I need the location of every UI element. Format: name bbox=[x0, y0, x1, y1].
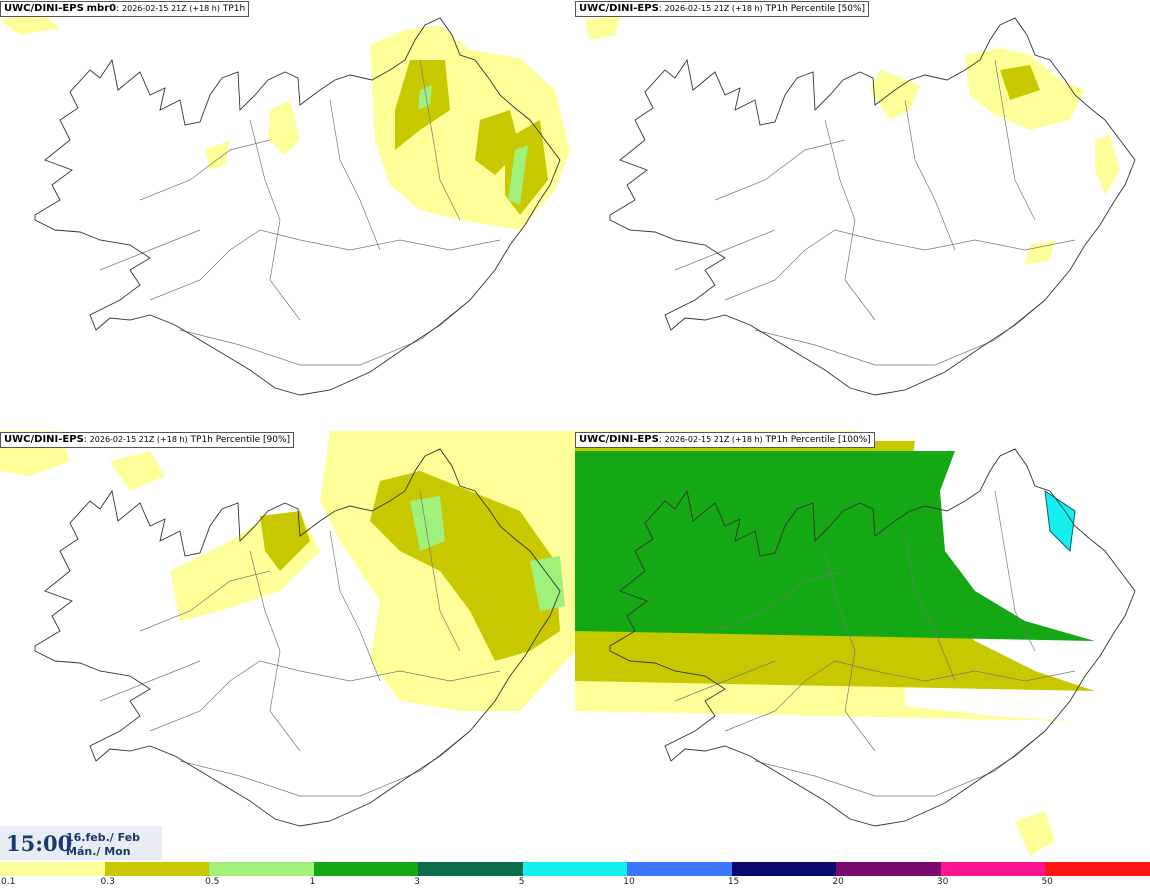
legend-tick-label: 15 bbox=[727, 877, 740, 887]
road-line bbox=[149, 229, 501, 301]
road-line bbox=[139, 139, 271, 201]
valid-weekday: Mán./ Mon bbox=[66, 845, 131, 858]
legend-swatch bbox=[836, 862, 941, 876]
road-line bbox=[724, 660, 1076, 732]
precip-area-light bbox=[268, 100, 300, 155]
valid-time-box: 15:00 16.feb./ Feb Mán./ Mon bbox=[0, 826, 162, 860]
road-line bbox=[419, 59, 461, 221]
legend-swatch bbox=[940, 862, 1046, 876]
legend-tick-label: 50 bbox=[1041, 877, 1053, 887]
precip-area-light bbox=[585, 15, 620, 40]
road-line bbox=[99, 660, 201, 702]
road-line bbox=[714, 570, 846, 632]
road-line bbox=[179, 299, 471, 366]
road-line bbox=[419, 490, 461, 652]
road-line bbox=[904, 99, 956, 251]
precip-map bbox=[0, 12, 570, 396]
coastline bbox=[609, 448, 1136, 827]
precip-map bbox=[0, 431, 575, 827]
road-line bbox=[329, 99, 381, 251]
road-line bbox=[994, 490, 1036, 652]
precip-area-light bbox=[110, 451, 165, 491]
road-line bbox=[904, 530, 956, 682]
precip-area-heavy bbox=[575, 451, 1095, 641]
legend-swatch bbox=[0, 862, 105, 876]
road-line bbox=[674, 660, 776, 702]
precip-area-heavy bbox=[508, 145, 528, 205]
color-legend bbox=[0, 862, 1150, 876]
road-line bbox=[994, 59, 1036, 221]
legend-tick-label: 5 bbox=[518, 877, 525, 887]
valid-time: 15:00 bbox=[6, 831, 73, 856]
precip-area-moderate bbox=[1000, 65, 1040, 100]
road-line bbox=[674, 229, 776, 271]
precip-area-light bbox=[870, 70, 920, 120]
legend-swatch bbox=[209, 862, 314, 876]
precip-area-light bbox=[0, 12, 60, 35]
map-panel-p90: UWC/DINI-EPS: 2026-02-15 21Z (+18 h) TP1… bbox=[0, 431, 575, 862]
panel-title: UWC/DINI-EPS mbr0: 2026-02-15 21Z (+18 h… bbox=[0, 1, 250, 17]
coastline bbox=[34, 17, 561, 396]
road-line bbox=[824, 119, 876, 321]
precip-area-light bbox=[1015, 811, 1055, 856]
precip-area-heavy bbox=[418, 85, 432, 110]
legend-tick-label: 30 bbox=[936, 877, 949, 887]
legend-ticks: 0.1 0.3 0.5 1 3 5 10 15 20 30 50 bbox=[0, 877, 1150, 891]
precip-area-extreme bbox=[1044, 489, 1076, 553]
precip-map bbox=[585, 15, 1136, 396]
road-line bbox=[249, 550, 301, 752]
panel-title: UWC/DINI-EPS: 2026-02-15 21Z (+18 h) TP1… bbox=[575, 432, 875, 448]
valid-date: 16.feb./ Feb bbox=[66, 831, 141, 844]
legend-swatch bbox=[627, 862, 732, 876]
road-line bbox=[824, 550, 876, 752]
coastline bbox=[34, 448, 561, 827]
precip-area-heavy bbox=[530, 556, 565, 611]
precip-area-moderate bbox=[260, 511, 310, 571]
road-line bbox=[149, 660, 501, 732]
precip-area-light bbox=[205, 140, 230, 170]
road-line bbox=[249, 119, 301, 321]
road-line bbox=[99, 229, 201, 271]
map-panel-p100: UWC/DINI-EPS: 2026-02-15 21Z (+18 h) TP1… bbox=[575, 431, 1150, 862]
legend-tick-label: 20 bbox=[832, 877, 844, 887]
legend-tick-label: 1 bbox=[309, 877, 316, 887]
legend-swatch bbox=[1045, 862, 1150, 876]
precip-area-light bbox=[1095, 135, 1120, 195]
legend-swatch bbox=[522, 862, 628, 876]
precip-area-light bbox=[1025, 240, 1055, 265]
road-line bbox=[139, 570, 271, 632]
legend-tick-label: 3 bbox=[414, 877, 420, 887]
road-line bbox=[754, 730, 1046, 797]
legend-swatch bbox=[104, 862, 210, 876]
road-line bbox=[329, 530, 381, 682]
panel-title: UWC/DINI-EPS: 2026-02-15 21Z (+18 h) TP1… bbox=[0, 432, 295, 448]
road-line bbox=[754, 299, 1046, 366]
map-panel-mbr0: UWC/DINI-EPS mbr0: 2026-02-15 21Z (+18 h… bbox=[0, 0, 575, 431]
road-line bbox=[714, 139, 846, 201]
panel-title: UWC/DINI-EPS: 2026-02-15 21Z (+18 h) TP1… bbox=[575, 1, 870, 17]
legend-swatch bbox=[313, 862, 419, 876]
map-panel-p50: UWC/DINI-EPS: 2026-02-15 21Z (+18 h) TP1… bbox=[575, 0, 1150, 431]
legend-tick-label: 0.3 bbox=[100, 877, 115, 887]
legend-tick-label: 0.5 bbox=[205, 877, 220, 887]
legend-swatch bbox=[418, 862, 523, 876]
legend-tick-label: 0.1 bbox=[1, 877, 16, 887]
precip-map bbox=[575, 431, 1136, 856]
coastline bbox=[609, 17, 1136, 396]
legend-tick-label: 10 bbox=[623, 877, 635, 887]
precip-area-heavy bbox=[410, 496, 445, 551]
road-line bbox=[179, 730, 471, 797]
road-line bbox=[724, 229, 1076, 301]
legend-swatch bbox=[731, 862, 837, 876]
